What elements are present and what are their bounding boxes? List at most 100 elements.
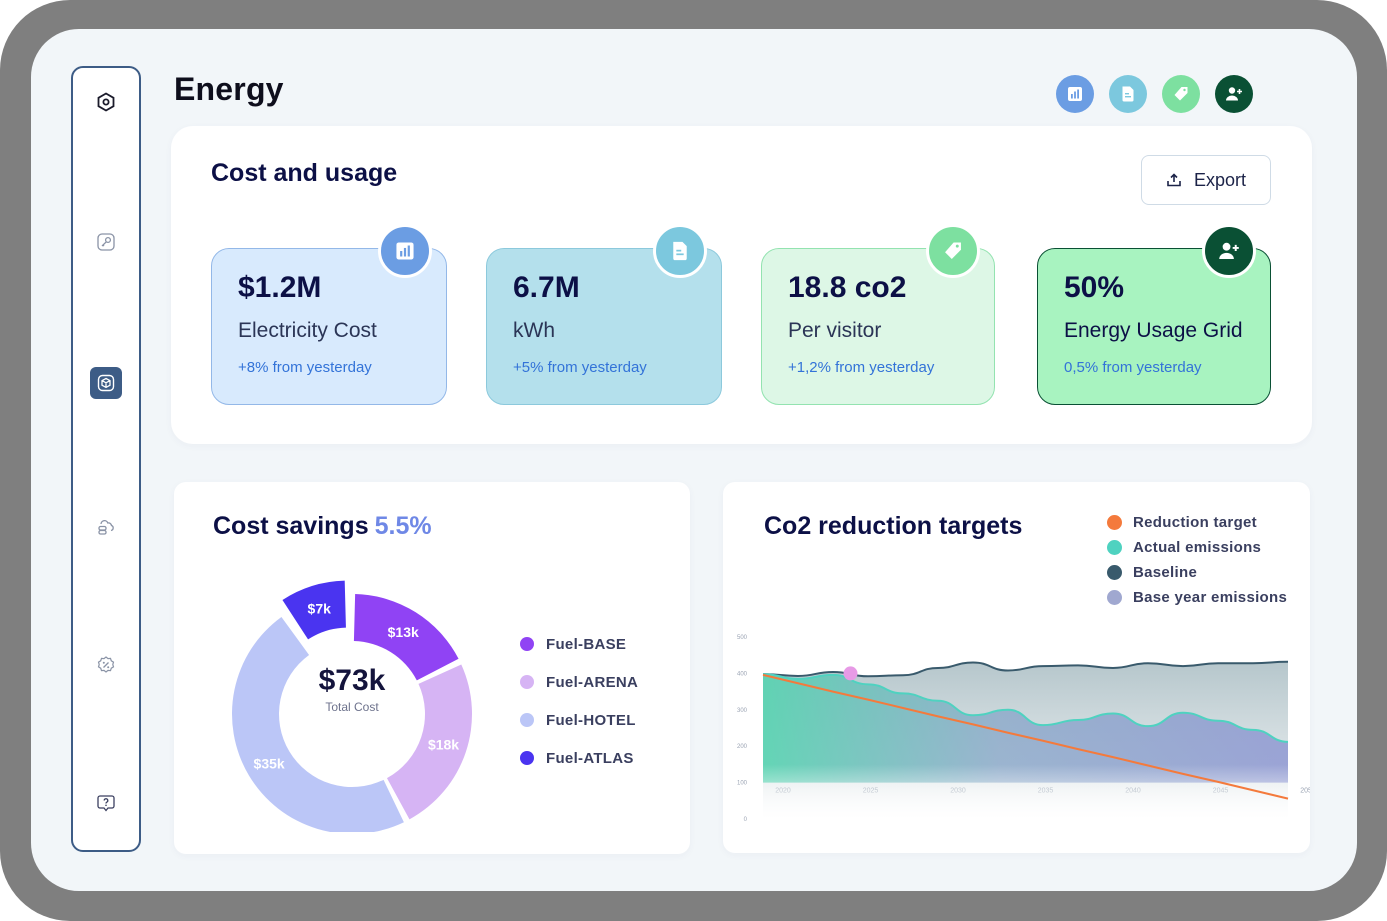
- legend-item[interactable]: Actual emissions: [1107, 535, 1287, 560]
- sidebar-item-cloud[interactable]: [89, 510, 123, 544]
- stat-label: Energy Usage Grid: [1064, 319, 1243, 342]
- documents-button[interactable]: [1109, 75, 1147, 113]
- stat-value: 6.7M: [513, 271, 580, 304]
- legend-item[interactable]: Reduction target: [1107, 510, 1287, 535]
- donut-slice-label: $7k: [308, 600, 332, 616]
- add-user-button[interactable]: [1215, 75, 1253, 113]
- stat-label: Per visitor: [788, 319, 882, 342]
- legend-swatch: [1107, 590, 1122, 605]
- donut-slice-fuel-arena[interactable]: [386, 664, 472, 820]
- legend-label: Fuel-ARENA: [546, 673, 639, 691]
- add-user-icon: [1226, 87, 1242, 101]
- cost-savings-title: Cost savings: [213, 512, 369, 540]
- reports-button[interactable]: [1056, 75, 1094, 113]
- legend-label: Reduction target: [1133, 514, 1257, 531]
- stat-badge: [1202, 224, 1256, 278]
- donut-center-value: $73k: [319, 664, 386, 697]
- add-user-icon: [1219, 242, 1239, 259]
- stat-card-co2-per-visitor[interactable]: 18.8 co2 Per visitor +1,2% from yesterda…: [761, 224, 995, 405]
- legend-label: Base year emissions: [1133, 589, 1288, 606]
- legend-item[interactable]: Fuel-ATLAS: [520, 739, 638, 777]
- stat-card-kwh[interactable]: 6.7M kWh +5% from yesterday: [486, 224, 722, 405]
- header-actions: [1056, 75, 1253, 113]
- x-tick-label: 2050: [1300, 788, 1310, 795]
- stat-delta: +8% from yesterday: [238, 359, 372, 376]
- legend-item[interactable]: Baseline: [1107, 560, 1287, 585]
- legend-item[interactable]: Fuel-ARENA: [520, 663, 638, 701]
- help-icon: [97, 795, 115, 812]
- y-tick-label: 500: [737, 635, 748, 641]
- y-tick-label: 400: [737, 671, 748, 677]
- sidebar-item-assets[interactable]: [90, 367, 122, 399]
- cost-usage-title: Cost and usage: [211, 159, 398, 187]
- legend-item[interactable]: Fuel-HOTEL: [520, 701, 638, 739]
- donut-slice-fuel-atlas[interactable]: [282, 580, 346, 640]
- cost-usage-panel: Cost and usage Export $1.2M Electricity …: [171, 126, 1312, 444]
- tag-icon: [1174, 87, 1188, 101]
- cloud-server-icon: [98, 520, 114, 535]
- cube-icon: [97, 374, 115, 392]
- export-button[interactable]: Export: [1141, 155, 1271, 205]
- sidebar-item-home[interactable]: [89, 85, 123, 119]
- donut-center-label: Total Cost: [325, 700, 379, 714]
- legend-swatch: [520, 713, 534, 727]
- sidebar-item-access[interactable]: [89, 225, 123, 259]
- highlight-point[interactable]: [843, 666, 858, 681]
- sidebar-item-help[interactable]: [89, 786, 123, 820]
- stat-value: 50%: [1064, 271, 1125, 304]
- stat-badge: [378, 224, 432, 278]
- y-tick-label: 100: [737, 781, 748, 787]
- legend-item[interactable]: Base year emissions: [1107, 585, 1287, 610]
- document-icon: [673, 241, 687, 261]
- app-screen: Energy Cost and usage Export: [31, 29, 1357, 891]
- stat-badge: [653, 224, 707, 278]
- legend-swatch: [520, 637, 534, 651]
- donut-slice-label: $18k: [428, 737, 459, 753]
- sidebar-item-discounts[interactable]: [89, 648, 123, 682]
- legend-swatch: [520, 675, 534, 689]
- key-icon: [97, 233, 115, 251]
- legend-swatch: [1107, 540, 1122, 555]
- legend-label: Fuel-BASE: [546, 635, 627, 653]
- co2-legend: Reduction target Actual emissions Baseline…: [1107, 510, 1287, 610]
- cost-savings-legend: Fuel-BASE Fuel-ARENA Fuel-HOTEL Fuel-ATLAS: [520, 625, 638, 777]
- legend-label: Actual emissions: [1133, 539, 1262, 556]
- stat-card-energy-usage-grid[interactable]: 50% Energy Usage Grid 0,5% from yesterda…: [1037, 224, 1271, 405]
- legend-swatch: [1107, 565, 1122, 580]
- stat-delta: 0,5% from yesterday: [1064, 359, 1202, 376]
- legend-item[interactable]: Fuel-BASE: [520, 625, 638, 663]
- cost-savings-heading: Cost savings 5.5%: [213, 512, 432, 541]
- y-tick-label: 300: [737, 708, 748, 714]
- stat-value: $1.2M: [238, 271, 322, 304]
- bar-chart-icon: [396, 242, 414, 260]
- bar-chart-icon: [1068, 87, 1082, 101]
- area-fade: [763, 764, 1288, 819]
- stat-card-electricity-cost[interactable]: $1.2M Electricity Cost +8% from yesterda…: [211, 224, 447, 405]
- cost-savings-percent: 5.5%: [374, 512, 432, 540]
- hexagon-logo-icon: [97, 92, 115, 112]
- stat-badge: [926, 224, 980, 278]
- y-tick-label: 200: [737, 744, 748, 750]
- legend-label: Baseline: [1133, 564, 1198, 581]
- donut-slice-fuel-base[interactable]: [353, 594, 459, 681]
- tags-button[interactable]: [1162, 75, 1200, 113]
- legend-swatch: [520, 751, 534, 765]
- legend-label: Fuel-HOTEL: [546, 711, 636, 729]
- legend-label: Fuel-ATLAS: [546, 749, 634, 767]
- document-icon: [1122, 86, 1134, 102]
- donut-slice-fuel-hotel[interactable]: [232, 616, 404, 832]
- export-label: Export: [1193, 169, 1247, 190]
- upload-icon: [1167, 173, 1181, 187]
- page-title: Energy: [174, 71, 284, 107]
- stat-delta: +5% from yesterday: [513, 359, 647, 376]
- stat-value: 18.8 co2: [788, 271, 907, 304]
- co2-title: Co2 reduction targets: [764, 512, 1023, 540]
- stat-label: kWh: [513, 319, 555, 342]
- tag-icon: [945, 242, 961, 259]
- cost-savings-panel: Cost savings 5.5% $73k Total Cost $13k $18…: [174, 482, 690, 854]
- donut-slice-label: $35k: [254, 755, 285, 771]
- percent-badge-icon: [97, 656, 115, 673]
- sidebar: [71, 66, 141, 852]
- legend-swatch: [1107, 515, 1122, 530]
